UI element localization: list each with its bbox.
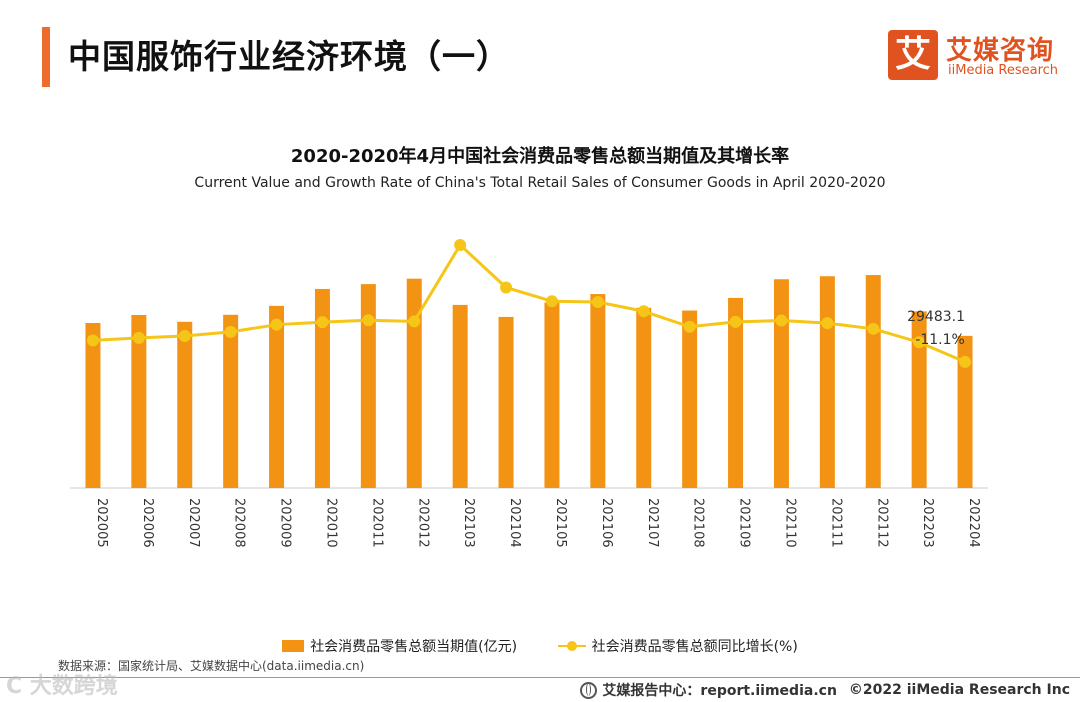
growth-point-202008 — [224, 325, 237, 338]
bar-202008 — [223, 314, 239, 488]
growth-line — [92, 242, 966, 364]
x-tick-label-202006: 202006 — [140, 498, 155, 548]
growth-data-label: -11.1% — [915, 332, 965, 348]
bar-202103 — [452, 304, 468, 488]
legend-line-label: 社会消费品零售总额同比增长(%) — [591, 639, 798, 655]
bar-202108 — [682, 310, 698, 488]
x-tick-label-202005: 202005 — [94, 498, 109, 548]
bar-202011 — [360, 284, 376, 488]
legend-item-bar: 社会消费品零售总额当期值(亿元) — [282, 636, 517, 656]
bar-202006 — [131, 315, 147, 488]
chart-title: 2020-2020年4月中国社会消费品零售总额当期值及其增长率 — [290, 146, 790, 167]
bar-202005 — [85, 323, 101, 488]
growth-point-202109 — [729, 315, 742, 328]
footer: 艾媒报告中心：report.iimedia.cn ©2022 iiMedia R… — [580, 680, 1070, 700]
growth-point-202011 — [362, 314, 375, 327]
x-tick-label-202012: 202012 — [415, 498, 430, 548]
bar-202104 — [498, 316, 514, 488]
bar-202203 — [911, 311, 927, 488]
x-tick-label-202203: 202203 — [920, 498, 935, 548]
x-tick-label-202007: 202007 — [186, 498, 201, 548]
bar-202009 — [269, 305, 285, 488]
x-tick-label-202008: 202008 — [232, 498, 247, 548]
growth-point-202203 — [913, 336, 926, 349]
chart-subtitle: Current Value and Growth Rate of China's… — [194, 175, 886, 191]
bar-202105 — [544, 302, 560, 488]
bar-202007 — [177, 321, 193, 488]
growth-point-202106 — [591, 295, 604, 308]
x-tick-label-202104: 202104 — [507, 498, 522, 548]
iimedia-logo: 艾 艾媒咨询 iiMedia Research — [888, 30, 1068, 82]
x-tick-label-202106: 202106 — [599, 498, 614, 548]
title-accent-bar — [42, 27, 50, 87]
growth-point-202012 — [408, 315, 421, 328]
legend-line-swatch — [557, 640, 586, 652]
x-tick-label-202107: 202107 — [645, 498, 660, 548]
growth-point-202204 — [959, 355, 972, 368]
growth-point-202111 — [821, 317, 834, 330]
data-source: 数据来源：国家统计局、艾媒数据中心(data.iimedia.cn) — [58, 659, 365, 673]
legend-bar-label: 社会消费品零售总额当期值(亿元) — [310, 639, 518, 655]
growth-point-202108 — [683, 320, 696, 333]
logo-chinese-name: 艾媒咨询 — [946, 36, 1055, 66]
legend-item-line: 社会消费品零售总额同比增长(%) — [557, 636, 798, 656]
x-tick-label-202103: 202103 — [461, 498, 476, 548]
chart-legend: 社会消费品零售总额当期值(亿元) 社会消费品零售总额同比增长(%) — [0, 636, 1080, 656]
bar-202204 — [957, 335, 973, 488]
x-tick-label-202011: 202011 — [369, 498, 384, 548]
growth-point-202110 — [775, 314, 788, 327]
copyright: ©2022 iiMedia Research Inc — [848, 682, 1070, 698]
report-center-link[interactable]: 艾媒报告中心：report.iimedia.cn — [602, 683, 837, 699]
x-tick-label-202204: 202204 — [966, 498, 981, 548]
bar-202012 — [406, 278, 422, 488]
logo-english-name: iiMedia Research — [948, 63, 1059, 78]
growth-point-202009 — [270, 318, 283, 331]
logo-mark: 艾 — [888, 30, 938, 80]
x-tick-label-202109: 202109 — [737, 498, 752, 548]
x-tick-label-202112: 202112 — [874, 498, 889, 548]
x-tick-label-202010: 202010 — [323, 498, 338, 548]
bar-202106 — [590, 294, 606, 488]
bar-202111 — [819, 276, 835, 488]
bar-202010 — [314, 288, 330, 488]
watermark: C 大数跨境 — [6, 674, 118, 699]
growth-point-202112 — [867, 322, 880, 335]
growth-point-202007 — [178, 330, 191, 343]
x-tick-label-202110: 202110 — [782, 498, 797, 548]
growth-point-202005 — [86, 334, 99, 347]
growth-point-202010 — [316, 316, 329, 329]
bar-202112 — [865, 275, 881, 488]
growth-point-202104 — [500, 281, 513, 294]
legend-bar-swatch — [282, 640, 305, 652]
growth-point-202107 — [637, 305, 650, 318]
x-tick-label-202009: 202009 — [278, 498, 293, 548]
growth-point-202006 — [132, 331, 145, 344]
bar-202110 — [773, 279, 789, 488]
value-data-label: 29483.1 — [907, 309, 965, 325]
growth-point-202103 — [454, 238, 467, 251]
bar-202109 — [728, 297, 744, 488]
footer-divider — [0, 677, 1080, 678]
page-title: 中国服饰行业经济环境（一） — [68, 37, 510, 76]
globe-icon — [580, 681, 598, 699]
x-tick-label-202111: 202111 — [828, 498, 843, 548]
bar-202107 — [636, 307, 652, 488]
x-tick-label-202108: 202108 — [691, 498, 706, 548]
growth-point-202105 — [545, 295, 558, 308]
x-tick-label-202105: 202105 — [553, 498, 568, 548]
